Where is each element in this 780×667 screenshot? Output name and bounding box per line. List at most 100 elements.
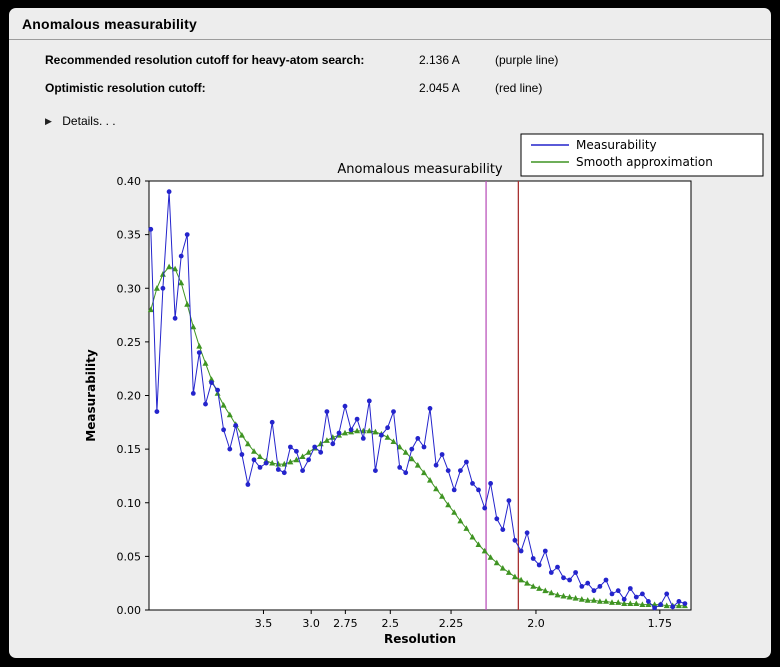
data-point-circle xyxy=(530,556,536,561)
legend-label: Smooth approximation xyxy=(576,155,713,169)
data-point-circle xyxy=(506,498,512,503)
y-tick-label: 0.05 xyxy=(117,550,142,563)
data-point-circle xyxy=(348,427,354,433)
data-point-triangle xyxy=(402,449,409,455)
x-tick-label: 2.0 xyxy=(527,617,545,630)
data-point-triangle xyxy=(166,263,173,270)
data-point-circle xyxy=(403,470,409,476)
x-tick-label: 2.5 xyxy=(382,617,400,630)
data-point-circle xyxy=(409,446,415,452)
data-point-circle xyxy=(251,457,257,463)
data-point-triangle xyxy=(554,591,561,598)
data-point-circle xyxy=(221,427,227,433)
data-point-triangle xyxy=(196,343,203,349)
data-point-triangle xyxy=(372,428,379,435)
data-point-triangle xyxy=(603,598,609,604)
data-point-circle xyxy=(591,588,597,594)
data-point-circle xyxy=(609,591,615,597)
data-point-circle xyxy=(518,548,524,554)
data-point-circle xyxy=(154,409,160,414)
data-point-circle xyxy=(427,406,433,411)
data-point-circle xyxy=(306,457,311,463)
data-point-triangle xyxy=(651,601,658,607)
data-point-triangle xyxy=(542,587,549,594)
data-point-triangle xyxy=(590,597,597,603)
data-point-circle xyxy=(227,446,233,452)
data-point-circle xyxy=(567,577,572,583)
data-point-circle xyxy=(148,226,154,232)
data-point-circle xyxy=(658,602,663,607)
data-point-triangle xyxy=(475,541,482,547)
data-point-circle xyxy=(245,482,251,487)
data-point-circle xyxy=(682,601,688,606)
data-point-triangle xyxy=(493,559,500,566)
details-disclosure[interactable]: ▶ Details. . . xyxy=(45,114,116,128)
data-point-circle xyxy=(342,403,348,409)
data-point-circle xyxy=(385,425,390,431)
data-point-circle xyxy=(263,460,269,466)
data-point-circle xyxy=(464,459,469,465)
data-point-circle xyxy=(445,468,451,473)
data-point-circle xyxy=(324,409,330,414)
data-point-circle xyxy=(500,527,506,532)
data-point-triangle xyxy=(184,301,191,307)
data-point-triangle xyxy=(572,595,579,601)
data-point-circle xyxy=(300,468,305,473)
data-point-triangle xyxy=(433,485,440,492)
data-point-triangle xyxy=(469,533,476,540)
data-point-circle xyxy=(548,570,554,575)
data-point-circle xyxy=(470,481,475,486)
data-point-circle xyxy=(652,605,657,611)
data-point-triangle xyxy=(645,601,652,607)
data-point-circle xyxy=(184,232,190,237)
data-point-triangle xyxy=(463,525,470,531)
data-point-triangle xyxy=(560,592,567,599)
x-tick-label: 1.75 xyxy=(648,617,673,630)
data-point-circle xyxy=(397,465,403,470)
data-point-circle xyxy=(209,380,214,385)
data-point-circle xyxy=(360,436,366,441)
y-tick-label: 0.35 xyxy=(117,229,142,242)
data-point-triangle xyxy=(238,432,245,438)
data-point-circle xyxy=(482,505,488,511)
data-point-triangle xyxy=(445,501,452,508)
data-point-circle xyxy=(621,596,627,602)
data-point-triangle xyxy=(524,580,531,586)
data-point-circle xyxy=(597,584,603,589)
chart-title: Anomalous measurability xyxy=(337,162,503,177)
y-axis-label: Measurability xyxy=(84,349,98,442)
data-point-triangle xyxy=(390,438,397,444)
data-point-triangle xyxy=(396,443,403,450)
data-point-triangle xyxy=(457,517,464,524)
data-point-circle xyxy=(215,387,221,393)
data-point-circle xyxy=(330,441,336,447)
data-point-circle xyxy=(627,586,633,591)
data-point-triangle xyxy=(578,596,585,602)
data-point-circle xyxy=(536,562,542,568)
data-point-triangle xyxy=(536,585,543,591)
data-point-circle xyxy=(433,462,439,468)
data-point-circle xyxy=(379,432,384,438)
data-point-triangle xyxy=(366,427,373,434)
data-point-triangle xyxy=(530,583,537,589)
data-point-triangle xyxy=(451,509,458,515)
axes: 0.00 0.05 0.10 0.15 0.20 0.25 0.30 0.35 0.40 3.5 3… xyxy=(117,175,673,630)
data-point-circle xyxy=(421,444,427,450)
data-point-circle xyxy=(160,285,166,291)
data-point-triangle xyxy=(269,459,276,466)
x-tick-label: 2.25 xyxy=(439,617,464,630)
data-point-triangle xyxy=(172,265,179,272)
data-point-circle xyxy=(555,564,560,570)
data-point-triangle xyxy=(257,453,263,459)
data-point-triangle xyxy=(439,493,446,499)
data-point-circle xyxy=(542,548,548,554)
data-point-triangle xyxy=(427,477,433,483)
data-point-triangle xyxy=(244,440,251,447)
data-point-circle xyxy=(391,409,396,414)
data-point-triangle xyxy=(481,547,488,554)
data-point-triangle xyxy=(178,279,185,286)
data-point-circle xyxy=(366,398,372,404)
plot-area xyxy=(148,180,692,611)
series-measurability xyxy=(148,189,688,611)
data-point-triangle xyxy=(147,306,154,313)
